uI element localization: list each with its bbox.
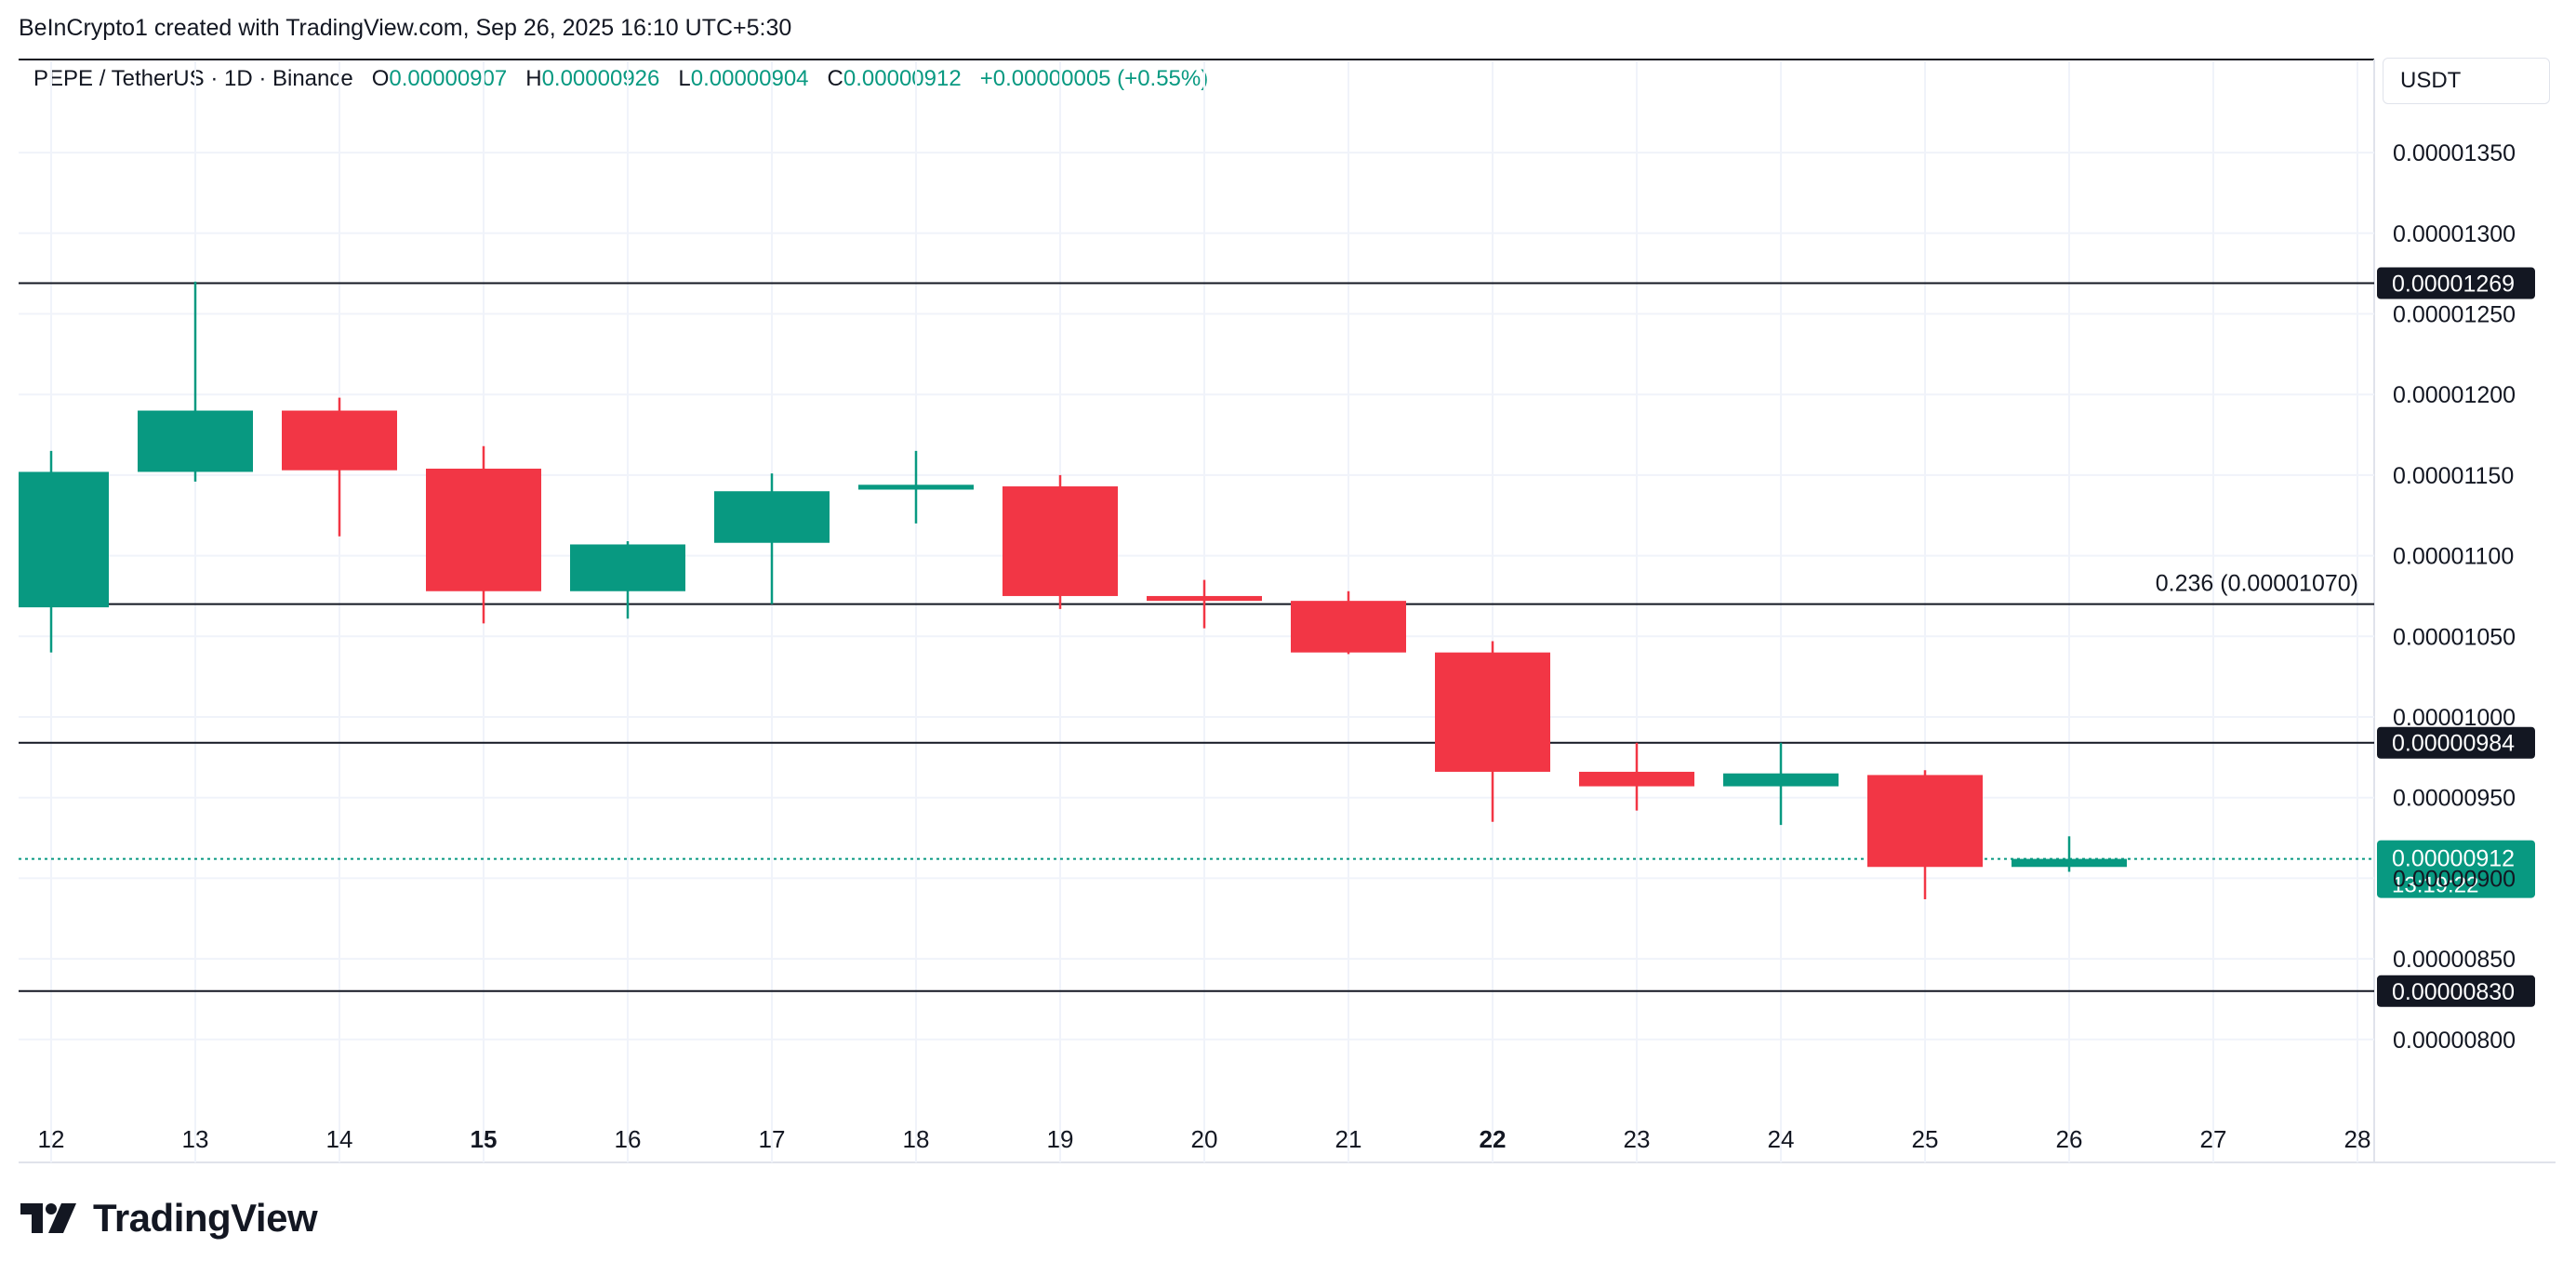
x-tick-label: 21: [1335, 1125, 1362, 1153]
candles: [19, 281, 2127, 899]
candle-body: [1435, 652, 1550, 772]
candle-body: [570, 544, 685, 591]
x-tick-label: 28: [2344, 1125, 2371, 1153]
y-tick-label: 0.00001350: [2393, 140, 2516, 166]
ohlc-legend: PEPE / TetherUS · 1D · Binance O0.000009…: [33, 66, 1208, 92]
y-tick-label: 0.00001050: [2393, 624, 2516, 650]
candle-body: [1147, 595, 1262, 602]
currency-unit-button[interactable]: USDT: [2383, 58, 2550, 104]
level-price-label: 0.00000830: [2392, 979, 2515, 1005]
currency-unit-label: USDT: [2400, 68, 2462, 93]
candle-body: [426, 468, 541, 591]
high-value: 0.00000926: [541, 66, 660, 91]
fib-level-annotation: 0.236 (0.00001070): [2156, 571, 2358, 597]
high-label: H: [525, 66, 542, 91]
open-value: 0.00000907: [389, 66, 508, 91]
x-tick-label: 23: [1624, 1125, 1651, 1153]
x-tick-label: 15: [471, 1125, 498, 1153]
change-value: +0.00000005 (+0.55%): [979, 66, 1209, 91]
y-tick-label: 0.00001000: [2393, 705, 2516, 731]
y-tick-label: 0.00001250: [2393, 302, 2516, 328]
grid: [19, 59, 2556, 1163]
level-price-label: 0.00000984: [2392, 731, 2515, 757]
last-price-tag: [2377, 840, 2535, 898]
low-value: 0.00000904: [690, 66, 809, 91]
level-price-tag: [2377, 267, 2535, 299]
tradingview-logo[interactable]: TradingView: [20, 1196, 318, 1241]
axes: 0.00001350 0.00001300 0.00001250 0.00001200…: [38, 140, 2516, 1153]
y-tick-label: 0.00001100: [2393, 544, 2514, 570]
candle-body: [19, 471, 109, 608]
candle-body: [282, 410, 397, 471]
x-tick-label: 13: [182, 1125, 209, 1153]
y-tick-label: 0.00001150: [2393, 463, 2514, 489]
x-tick-label: 19: [1047, 1125, 1074, 1153]
y-tick-label: 0.00001200: [2393, 382, 2516, 408]
open-label: O: [371, 66, 390, 91]
y-tick-label: 0.00000900: [2393, 866, 2516, 892]
x-tick-label: 17: [759, 1125, 786, 1153]
symbol-title: PEPE / TetherUS · 1D · Binance: [33, 66, 353, 91]
level-price-label: 0.00001269: [2392, 272, 2515, 298]
x-tick-label: 12: [38, 1125, 65, 1153]
y-tick-label: 0.00000850: [2393, 947, 2516, 973]
x-tick-label: 27: [2200, 1125, 2227, 1153]
low-label: L: [678, 66, 691, 91]
x-tick-label: 20: [1191, 1125, 1218, 1153]
tradingview-mark-icon: [20, 1203, 76, 1233]
candle-body: [1291, 601, 1406, 653]
tradingview-brand: TradingView: [93, 1196, 318, 1240]
candle-body: [1003, 486, 1118, 596]
last-price-label: 0.00000912: [2392, 846, 2515, 872]
y-tick-label: 0.00000950: [2393, 786, 2516, 812]
candle-body: [858, 484, 974, 490]
x-tick-label: 25: [1912, 1125, 1939, 1153]
x-tick-label: 16: [615, 1125, 642, 1153]
level-price-tag: [2377, 726, 2535, 759]
candle-body: [1723, 773, 1839, 787]
y-tick-label: 0.00000800: [2393, 1028, 2516, 1054]
close-value: 0.00000912: [843, 66, 962, 91]
candle-body: [138, 410, 253, 472]
x-tick-label: 24: [1768, 1125, 1795, 1153]
level-price-tag: [2377, 975, 2535, 1007]
x-tick-label: 18: [903, 1125, 930, 1153]
x-tick-label: 22: [1480, 1125, 1507, 1153]
y-tick-label: 0.00001300: [2393, 221, 2516, 247]
attribution-text: BeInCrypto1 created with TradingView.com…: [19, 15, 792, 41]
candle-body: [714, 491, 830, 543]
x-tick-label: 14: [326, 1125, 353, 1153]
candle-body: [1579, 771, 1694, 787]
candle-body: [2012, 858, 2127, 868]
close-label: C: [827, 66, 843, 91]
x-tick-label: 26: [2056, 1125, 2083, 1153]
candle-body: [1867, 775, 1983, 868]
bar-countdown-label: 13:19:22: [2392, 873, 2478, 898]
